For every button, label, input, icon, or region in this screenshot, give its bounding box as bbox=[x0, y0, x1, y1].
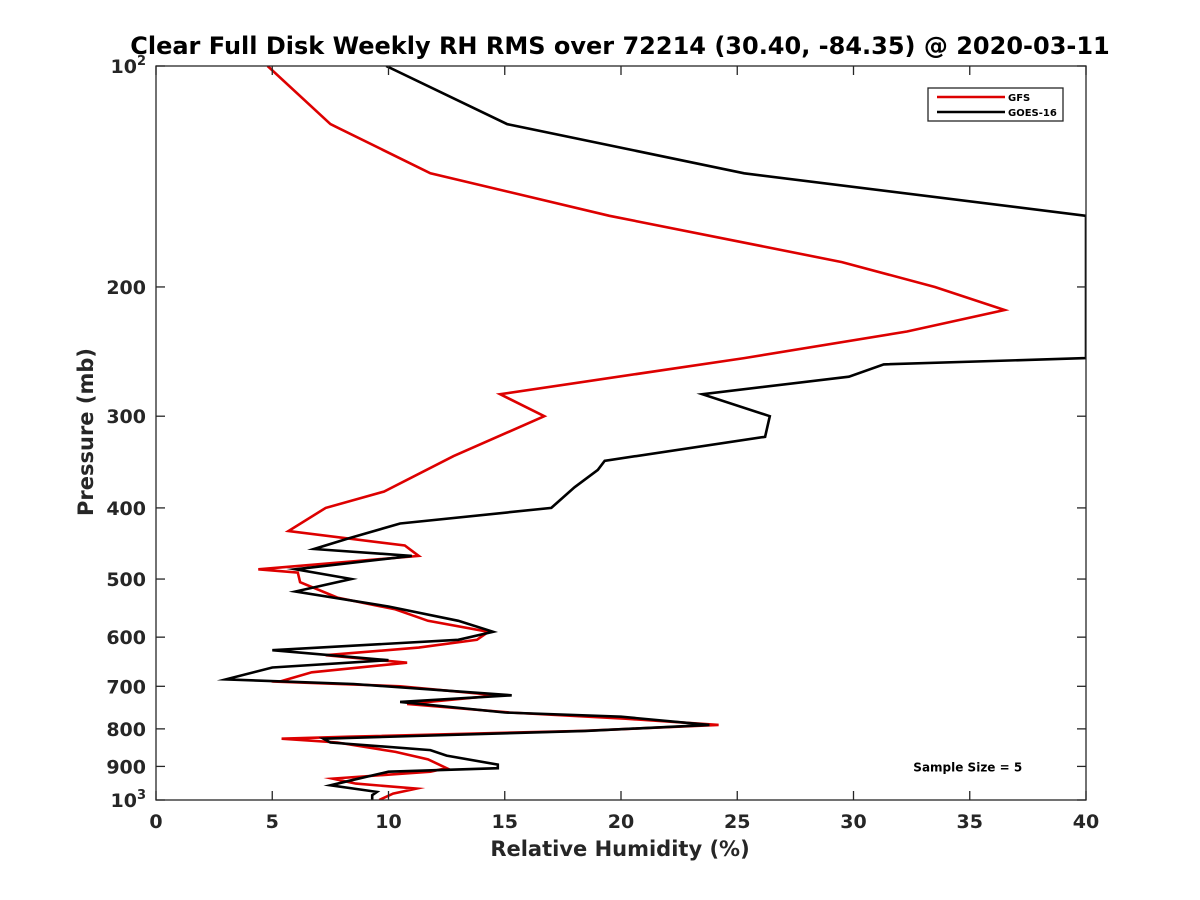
y-tick-base: 900 bbox=[106, 756, 146, 778]
y-tick-label: 900 bbox=[106, 756, 146, 778]
x-axis: 0 5 10 15 20 25 30 35 40 bbox=[149, 66, 1099, 833]
x-tick-label: 10 bbox=[375, 811, 401, 833]
annotations: Sample Size = 5 bbox=[913, 760, 1022, 774]
legend-label-goes-16: GOES-16 bbox=[1008, 108, 1057, 119]
x-tick-label: 0 bbox=[149, 811, 162, 833]
legend-box bbox=[927, 87, 1064, 122]
y-tick-label: 103 bbox=[111, 788, 147, 812]
legend: GFS GOES-16 bbox=[927, 87, 1064, 122]
y-tick-base: 10 bbox=[111, 790, 137, 812]
y-axis-label: Pressure (mb) bbox=[74, 348, 98, 516]
x-axis-label: Relative Humidity (%) bbox=[490, 837, 749, 861]
plot-area bbox=[156, 66, 1086, 800]
legend-label-gfs: GFS bbox=[1008, 93, 1030, 104]
y-tick-base: 800 bbox=[106, 719, 146, 741]
y-tick-base: 10 bbox=[111, 56, 137, 78]
y-tick-label: 500 bbox=[106, 569, 146, 591]
x-tick-label: 20 bbox=[608, 811, 634, 833]
y-tick-label: 300 bbox=[106, 406, 146, 428]
series-line-gfs bbox=[258, 66, 1010, 800]
x-tick-label: 35 bbox=[957, 811, 983, 833]
y-tick-label: 102 bbox=[111, 54, 147, 78]
y-tick-base: 200 bbox=[106, 277, 146, 299]
y-tick-label: 800 bbox=[106, 719, 146, 741]
series-line-goes-16 bbox=[216, 66, 1086, 800]
chart-title: Clear Full Disk Weekly RH RMS over 72214… bbox=[130, 32, 1110, 60]
series-layer bbox=[216, 66, 1086, 800]
x-tick-label: 25 bbox=[724, 811, 750, 833]
y-tick-label: 600 bbox=[106, 627, 146, 649]
annotation-sample-size: Sample Size = 5 bbox=[913, 760, 1022, 774]
y-tick-exponent: 3 bbox=[137, 788, 146, 803]
y-tick-base: 700 bbox=[106, 676, 146, 698]
y-tick-exponent: 2 bbox=[137, 54, 146, 69]
x-tick-label: 15 bbox=[492, 811, 518, 833]
x-tick-label: 40 bbox=[1073, 811, 1099, 833]
y-tick-label: 200 bbox=[106, 277, 146, 299]
y-tick-base: 500 bbox=[106, 569, 146, 591]
x-tick-label: 30 bbox=[840, 811, 866, 833]
y-tick-base: 300 bbox=[106, 406, 146, 428]
y-tick-label: 700 bbox=[106, 676, 146, 698]
y-tick-label: 400 bbox=[106, 498, 146, 520]
y-tick-base: 600 bbox=[106, 627, 146, 649]
x-tick-label: 5 bbox=[266, 811, 279, 833]
y-tick-base: 400 bbox=[106, 498, 146, 520]
